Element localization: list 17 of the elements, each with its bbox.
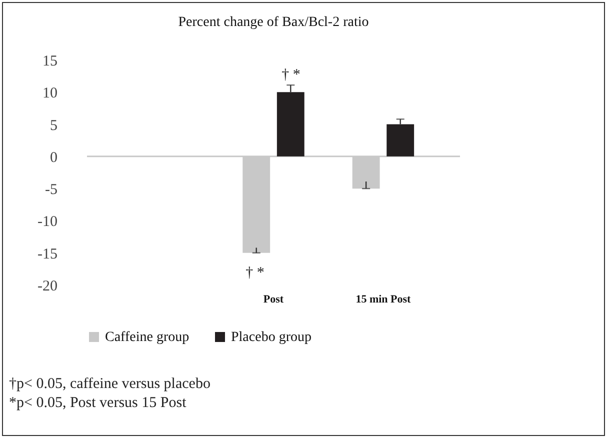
text: *p< 0.05, Post versus 15 Post: [9, 394, 188, 413]
y-tick-label: 15: [42, 54, 58, 70]
legend-label: Placebo group: [231, 330, 312, 345]
legend-label: Caffeine group: [105, 330, 190, 345]
y-tick-label: -10: [38, 214, 58, 230]
y-tick-label: -20: [38, 278, 58, 294]
y-tick-label: -5: [45, 182, 58, 198]
y-tick-label: -15: [38, 246, 58, 262]
y-tick-label: 10: [42, 86, 58, 102]
x-tick-label: 15 min Post: [356, 294, 412, 306]
annotation: † *: [282, 67, 300, 83]
text: †p< 0.05, caffeine versus placebo: [9, 375, 210, 394]
y-tick-label: 0: [50, 150, 58, 166]
annotation: † *: [246, 265, 264, 281]
x-tick-label: Post: [263, 294, 284, 306]
y-tick-label: 5: [50, 118, 58, 134]
chart-title: Percent change of Bax/Bcl-2 ratio: [178, 15, 369, 30]
